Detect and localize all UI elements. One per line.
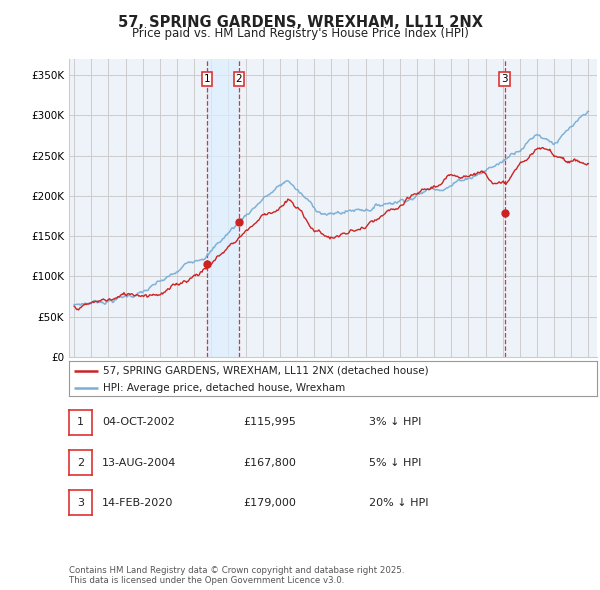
Text: 57, SPRING GARDENS, WREXHAM, LL11 2NX: 57, SPRING GARDENS, WREXHAM, LL11 2NX xyxy=(118,15,482,30)
Text: 13-AUG-2004: 13-AUG-2004 xyxy=(102,458,176,467)
Text: 2: 2 xyxy=(77,458,84,467)
Text: 5% ↓ HPI: 5% ↓ HPI xyxy=(369,458,421,467)
Text: 57, SPRING GARDENS, WREXHAM, LL11 2NX (detached house): 57, SPRING GARDENS, WREXHAM, LL11 2NX (d… xyxy=(103,366,429,376)
Text: Price paid vs. HM Land Registry's House Price Index (HPI): Price paid vs. HM Land Registry's House … xyxy=(131,27,469,40)
Text: 1: 1 xyxy=(203,74,211,84)
Text: 1: 1 xyxy=(77,418,84,427)
Text: 20% ↓ HPI: 20% ↓ HPI xyxy=(369,498,428,507)
Text: £167,800: £167,800 xyxy=(243,458,296,467)
Text: £179,000: £179,000 xyxy=(243,498,296,507)
Text: Contains HM Land Registry data © Crown copyright and database right 2025.
This d: Contains HM Land Registry data © Crown c… xyxy=(69,566,404,585)
Text: HPI: Average price, detached house, Wrexham: HPI: Average price, detached house, Wrex… xyxy=(103,383,346,392)
Text: 3: 3 xyxy=(77,498,84,507)
Text: 2: 2 xyxy=(236,74,242,84)
Text: 3% ↓ HPI: 3% ↓ HPI xyxy=(369,418,421,427)
Text: £115,995: £115,995 xyxy=(243,418,296,427)
Text: 14-FEB-2020: 14-FEB-2020 xyxy=(102,498,173,507)
Text: 04-OCT-2002: 04-OCT-2002 xyxy=(102,418,175,427)
Text: 3: 3 xyxy=(502,74,508,84)
Bar xyxy=(207,59,239,357)
